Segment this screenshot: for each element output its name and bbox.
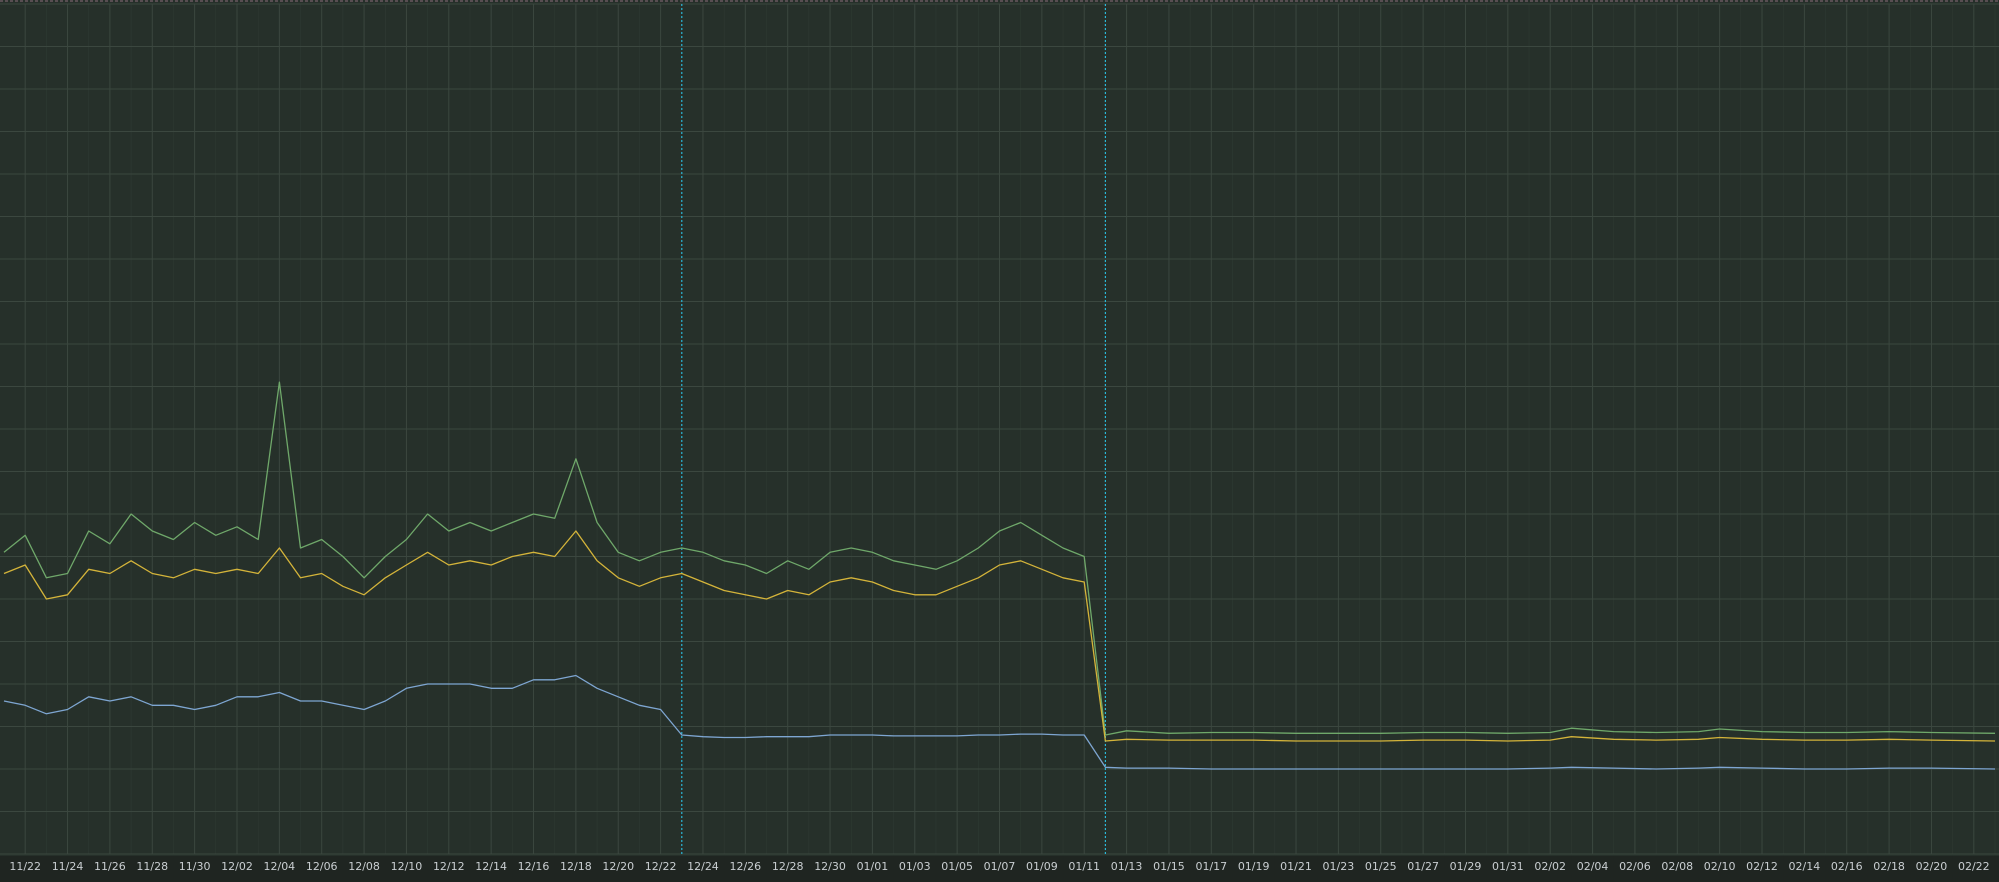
grid <box>0 3 1999 855</box>
x-tick-label: 02/14 <box>1789 860 1821 873</box>
x-tick-label: 01/03 <box>899 860 931 873</box>
x-tick-label: 01/17 <box>1195 860 1227 873</box>
x-tick-label: 01/31 <box>1492 860 1524 873</box>
x-tick-label: 12/24 <box>687 860 719 873</box>
x-tick-label: 02/16 <box>1831 860 1863 873</box>
x-axis-band <box>0 856 1999 882</box>
series-line-3 <box>3 674 1996 770</box>
x-tick-label: 11/22 <box>9 860 41 873</box>
x-tick-label: 11/30 <box>179 860 211 873</box>
x-tick-label: 01/01 <box>857 860 889 873</box>
x-tick-label: 02/22 <box>1958 860 1990 873</box>
x-tick-label: 01/11 <box>1068 860 1100 873</box>
x-tick-label: 01/19 <box>1238 860 1270 873</box>
x-tick-label: 01/15 <box>1153 860 1185 873</box>
x-tick-label: 02/10 <box>1704 860 1736 873</box>
x-tick-label: 12/26 <box>729 860 761 873</box>
x-tick-label: 02/08 <box>1661 860 1693 873</box>
x-tick-label: 01/23 <box>1323 860 1355 873</box>
x-tick-label: 12/22 <box>645 860 677 873</box>
x-tick-label: 01/27 <box>1407 860 1439 873</box>
x-tick-label: 12/12 <box>433 860 465 873</box>
x-tick-label: 12/20 <box>602 860 634 873</box>
x-tick-label: 11/28 <box>136 860 168 873</box>
x-tick-label: 02/18 <box>1873 860 1905 873</box>
x-tick-label: 01/25 <box>1365 860 1397 873</box>
x-tick-label: 02/04 <box>1577 860 1609 873</box>
series-lines <box>3 381 1996 770</box>
x-tick-label: 12/14 <box>475 860 507 873</box>
x-tick-label: 11/26 <box>94 860 126 873</box>
x-tick-label: 12/08 <box>348 860 380 873</box>
x-tick-label: 12/30 <box>814 860 846 873</box>
x-tick-label: 12/16 <box>518 860 550 873</box>
x-tick-label: 02/06 <box>1619 860 1651 873</box>
x-tick-label: 02/20 <box>1916 860 1948 873</box>
x-tick-label: 11/24 <box>52 860 84 873</box>
x-tick-label: 12/18 <box>560 860 592 873</box>
x-axis: 11/22 11/24 11/26 11/28 11/30 12/02 12/04 12/06… <box>9 860 1989 873</box>
x-tick-label: 02/02 <box>1534 860 1566 873</box>
x-tick-label: 01/05 <box>941 860 973 873</box>
x-tick-label: 12/04 <box>263 860 295 873</box>
x-tick-label: 01/21 <box>1280 860 1312 873</box>
series-line-1 <box>3 381 1996 736</box>
x-tick-label: 12/10 <box>391 860 423 873</box>
x-tick-label: 12/02 <box>221 860 253 873</box>
x-tick-label: 01/09 <box>1026 860 1058 873</box>
x-tick-label: 01/13 <box>1111 860 1143 873</box>
x-tick-label: 02/12 <box>1746 860 1778 873</box>
x-tick-label: 01/07 <box>984 860 1016 873</box>
x-tick-label: 01/29 <box>1450 860 1482 873</box>
x-tick-label: 12/28 <box>772 860 804 873</box>
x-tick-label: 12/06 <box>306 860 338 873</box>
series-line-2 <box>3 530 1996 742</box>
